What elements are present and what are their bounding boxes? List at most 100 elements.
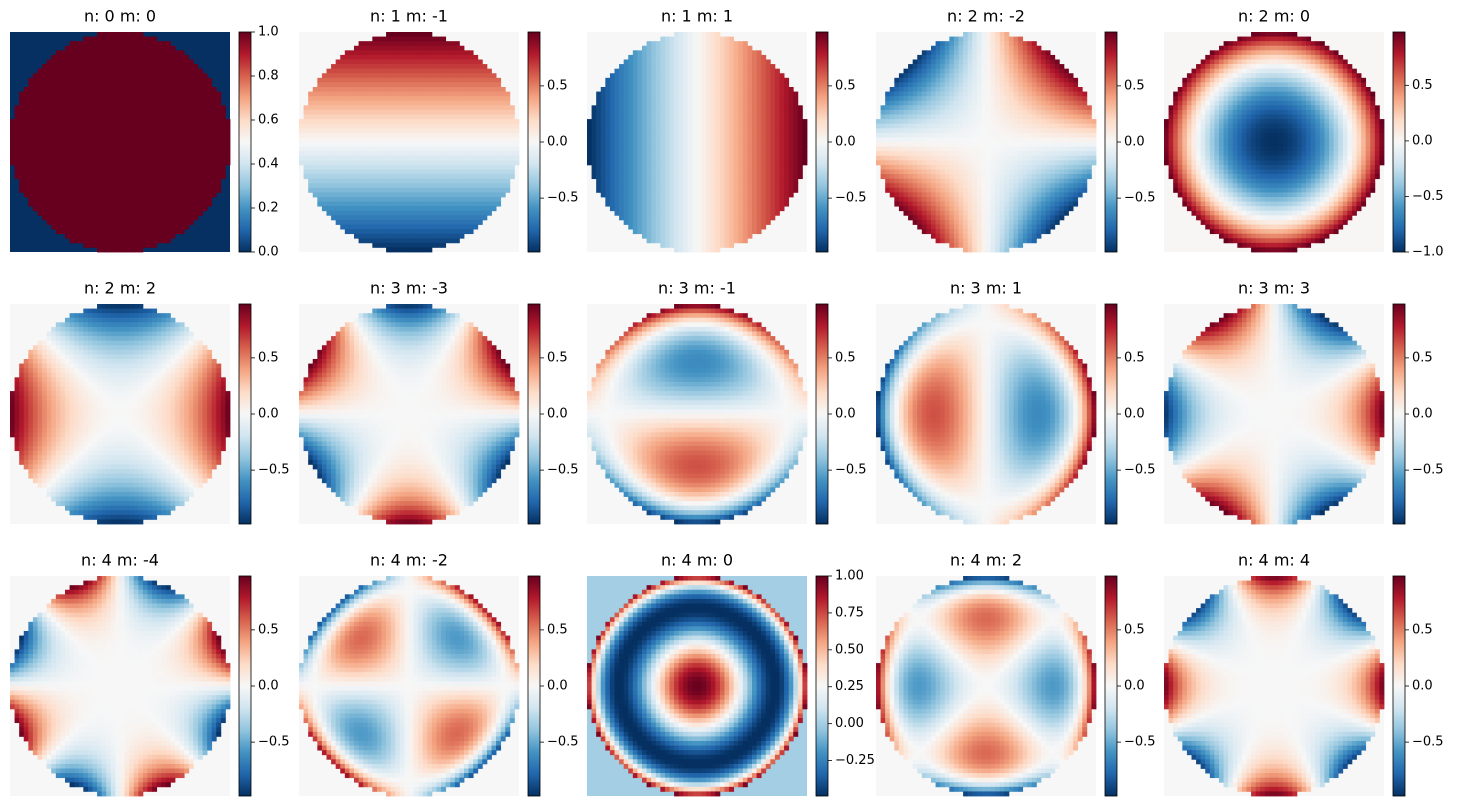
heatmap-cell xyxy=(42,183,47,188)
heatmap-cell xyxy=(175,55,180,60)
heatmap-cell xyxy=(170,64,175,69)
heatmap-cell xyxy=(56,147,61,152)
heatmap-cell xyxy=(106,192,111,197)
heatmap-cell xyxy=(83,128,88,133)
heatmap-cell xyxy=(93,69,98,74)
heatmap-cell xyxy=(106,183,111,188)
heatmap-cell xyxy=(180,160,185,165)
heatmap-cell xyxy=(148,119,153,124)
heatmap-cell xyxy=(38,197,43,202)
heatmap-cell xyxy=(74,46,79,51)
heatmap-cell xyxy=(60,124,65,129)
heatmap-cell xyxy=(70,60,75,65)
heatmap-cell xyxy=(120,60,125,65)
heatmap-cell xyxy=(125,41,130,46)
heatmap-cell xyxy=(189,160,194,165)
heatmap-cell xyxy=(189,101,194,106)
heatmap-cell xyxy=(143,82,148,87)
heatmap-cell xyxy=(212,137,217,142)
heatmap-cell xyxy=(74,110,79,115)
heatmap-cell xyxy=(170,115,175,120)
heatmap-cell xyxy=(212,105,217,110)
heatmap-cell xyxy=(120,156,125,161)
heatmap-cell xyxy=(148,78,153,83)
heatmap-cell xyxy=(161,87,166,92)
heatmap-cell xyxy=(83,137,88,142)
heatmap-cell xyxy=(175,101,180,106)
heatmap-cell xyxy=(24,151,29,156)
heatmap-cell xyxy=(83,110,88,115)
heatmap-cell xyxy=(120,188,125,193)
heatmap-cell xyxy=(102,206,107,211)
heatmap-cell xyxy=(60,174,65,179)
heatmap-cell xyxy=(120,128,125,133)
heatmap-cell xyxy=(70,64,75,69)
heatmap-cell xyxy=(198,202,203,207)
heatmap-cell xyxy=(193,147,198,152)
heatmap-cell xyxy=(134,32,139,37)
heatmap-cell xyxy=(28,96,33,101)
heatmap-cell xyxy=(19,183,24,188)
heatmap-cell xyxy=(47,96,52,101)
heatmap-cell xyxy=(166,211,171,216)
heatmap-cell xyxy=(152,96,157,101)
heatmap-cell xyxy=(157,165,162,170)
heatmap-cell xyxy=(97,192,102,197)
heatmap-cell xyxy=(106,110,111,115)
heatmap-cell xyxy=(47,174,52,179)
heatmap-cell xyxy=(161,137,166,142)
heatmap-cell xyxy=(193,211,198,216)
heatmap-cell xyxy=(93,105,98,110)
heatmap-cell xyxy=(161,82,166,87)
heatmap-cell xyxy=(38,170,43,175)
heatmap-cell xyxy=(56,179,61,184)
heatmap-cell xyxy=(193,82,198,87)
heatmap-cell xyxy=(10,160,15,165)
heatmap-cell xyxy=(225,133,230,138)
heatmap-cell xyxy=(138,188,143,193)
heatmap-cell xyxy=(65,220,70,225)
heatmap-cell xyxy=(134,133,139,138)
heatmap-cell xyxy=(152,197,157,202)
heatmap-cell xyxy=(134,202,139,207)
heatmap-cell xyxy=(184,156,189,161)
heatmap-cell xyxy=(79,206,84,211)
heatmap-cell xyxy=(184,206,189,211)
heatmap-cell xyxy=(56,96,61,101)
heatmap-cell xyxy=(120,147,125,152)
heatmap-cell xyxy=(24,174,29,179)
heatmap-cell xyxy=(180,96,185,101)
heatmap-cell xyxy=(143,124,148,129)
heatmap-cell xyxy=(33,183,38,188)
heatmap-cell xyxy=(74,101,79,106)
heatmap-cell xyxy=(24,105,29,110)
heatmap-cell xyxy=(166,115,171,120)
heatmap-cell xyxy=(24,188,29,193)
heatmap-cell xyxy=(120,174,125,179)
heatmap-cell xyxy=(42,115,47,120)
heatmap-cell xyxy=(115,160,120,165)
heatmap-cell xyxy=(70,96,75,101)
heatmap-cell xyxy=(102,92,107,97)
heatmap-cell xyxy=(216,170,221,175)
heatmap-cell xyxy=(175,124,180,129)
heatmap-cell xyxy=(184,151,189,156)
heatmap-cell xyxy=(129,110,134,115)
heatmap-cell xyxy=(56,115,61,120)
heatmap-cell xyxy=(28,160,33,165)
heatmap-cell xyxy=(79,183,84,188)
heatmap-cell xyxy=(198,133,203,138)
heatmap-cell xyxy=(152,202,157,207)
heatmap-cell xyxy=(175,151,180,156)
heatmap-cell xyxy=(47,105,52,110)
heatmap-cell xyxy=(56,55,61,60)
heatmap-cell xyxy=(111,183,116,188)
heatmap-cell xyxy=(157,60,162,65)
heatmap-cell xyxy=(180,133,185,138)
heatmap-cell xyxy=(15,115,20,120)
heatmap-cell xyxy=(88,165,93,170)
heatmap-cell xyxy=(143,119,148,124)
heatmap-cell xyxy=(180,73,185,78)
heatmap-cell xyxy=(106,142,111,147)
heatmap-cell xyxy=(152,37,157,42)
